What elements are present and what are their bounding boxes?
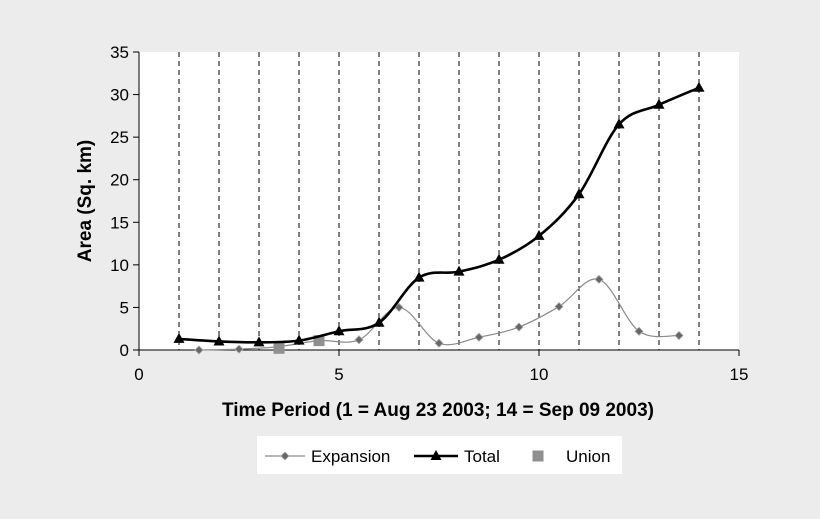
data-point-total (333, 325, 345, 336)
axis-ticks: 0 5 10 15 20 25 30 35 0 5 10 15 (110, 43, 748, 384)
data-point-total (613, 118, 625, 129)
data-point-total (453, 265, 465, 276)
y-tick-label: 35 (110, 43, 129, 62)
legend-marker-expansion (280, 451, 290, 461)
x-tick-label: 5 (334, 365, 343, 384)
data-point-total (373, 316, 385, 327)
data-point-total (413, 271, 425, 282)
series-union (273, 335, 325, 354)
series-total (173, 81, 705, 347)
data-point-expansion (514, 322, 524, 332)
data-point-expansion (234, 344, 244, 354)
data-point-expansion (674, 330, 684, 341)
legend-label-expansion: Expansion (311, 447, 390, 466)
data-point-total (653, 98, 665, 109)
data-point-total (293, 334, 305, 345)
data-point-expansion (554, 302, 564, 312)
data-point-total (173, 332, 185, 343)
data-point-union (313, 335, 325, 347)
y-tick-label: 25 (110, 128, 129, 147)
legend-label-total: Total (464, 447, 500, 466)
y-tick-label: 5 (120, 298, 129, 317)
data-point-expansion (394, 302, 404, 312)
data-point-expansion (194, 345, 204, 355)
data-point-total (213, 335, 225, 346)
data-point-union (273, 342, 285, 354)
grid-lines (178, 52, 700, 350)
data-point-expansion (474, 332, 484, 342)
data-point-total (253, 336, 265, 347)
plot-area (139, 52, 739, 350)
series (173, 81, 705, 355)
y-axis-label: Area (Sq. km) (75, 140, 96, 262)
data-point-total (533, 229, 545, 240)
legend-label-union: Union (566, 447, 610, 466)
x-tick-label: 10 (530, 365, 549, 384)
data-point-expansion (354, 335, 364, 345)
x-tick-label: 0 (134, 365, 143, 384)
y-tick-label: 10 (110, 256, 129, 275)
x-axis-label: Time Period (1 = Aug 23 2003; 14 = Sep 0… (222, 400, 654, 421)
y-tick-label: 30 (110, 86, 129, 105)
x-tick-label: 15 (730, 365, 749, 384)
legend-marker-union (532, 450, 544, 462)
y-tick-label: 0 (120, 341, 129, 360)
y-tick-label: 15 (110, 213, 129, 232)
data-point-expansion (634, 326, 644, 336)
data-point-expansion (434, 338, 444, 348)
data-point-total (573, 188, 585, 199)
legend: Expansion Total Union (265, 447, 610, 466)
data-point-total (693, 81, 705, 92)
series-line-total (178, 86, 700, 344)
y-tick-label: 20 (110, 171, 129, 190)
legend-marker-total (430, 450, 442, 460)
data-point-expansion (594, 274, 604, 284)
data-point-total (493, 253, 505, 264)
